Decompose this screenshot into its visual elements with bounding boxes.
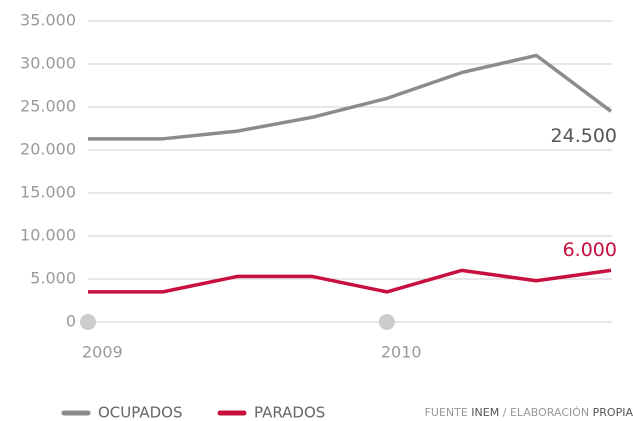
series-line: [88, 53, 613, 141]
legend-label: PARADOS: [254, 404, 325, 421]
y-tick-label: 35.000: [20, 11, 76, 30]
value-label: 6.000: [563, 239, 617, 261]
y-tick-label: 30.000: [20, 54, 76, 73]
source-name: INEM: [471, 406, 499, 419]
legend-label: OCUPADOS: [98, 404, 183, 421]
source-label: FUENTE: [425, 406, 468, 419]
y-tick-label: 15.000: [20, 183, 76, 202]
y-tick-label: 25.000: [20, 97, 76, 116]
x-tick-mark: [80, 314, 96, 330]
x-tick-mark: [378, 314, 395, 330]
y-tick-label: 10.000: [20, 226, 76, 245]
credit-label: ELABORACIÓN: [510, 406, 589, 419]
separator: /: [503, 406, 507, 419]
series-line: [88, 268, 612, 294]
y-tick-label: 5.000: [30, 269, 76, 288]
x-tick-label: 2009: [82, 343, 123, 362]
credit: PROPIA: [593, 406, 633, 419]
value-label: 24.500: [551, 125, 617, 147]
y-tick-label: 0: [66, 312, 76, 331]
source: FUENTE INEM / ELABORACIÓN PROPIA: [425, 406, 633, 419]
x-tick-label: 2010: [381, 343, 422, 362]
y-tick-label: 20.000: [20, 140, 76, 159]
